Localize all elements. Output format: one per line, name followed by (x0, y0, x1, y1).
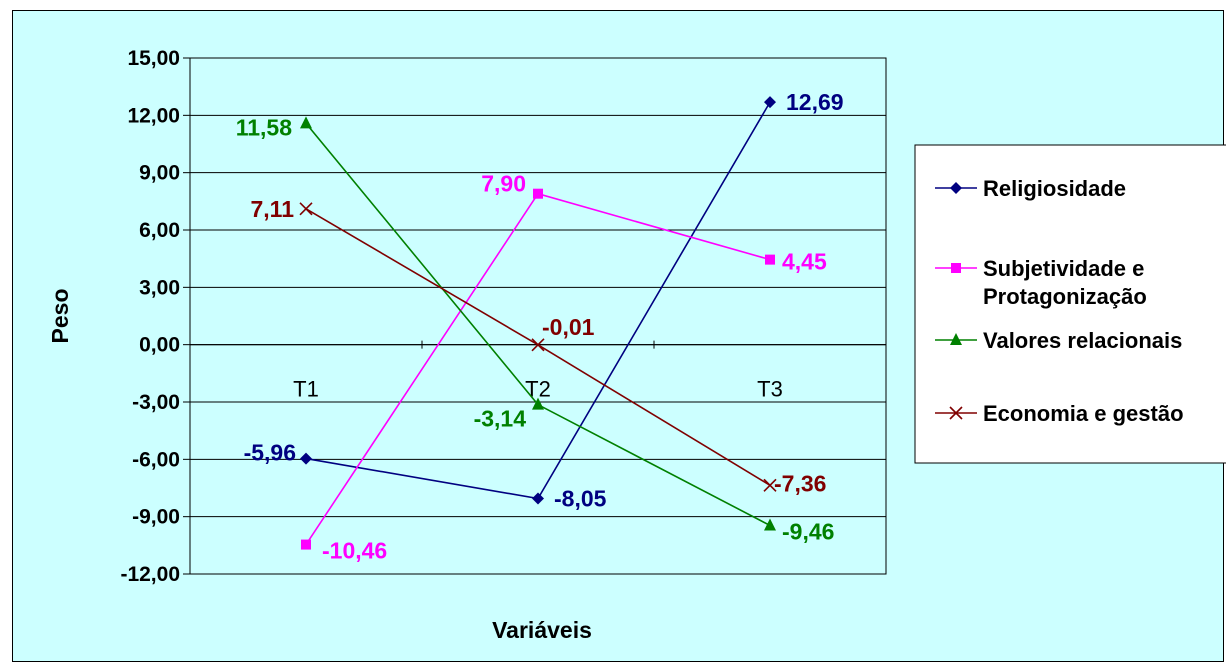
data-label: 7,90 (481, 171, 526, 197)
legend-entry-label: Valores relacionais (983, 328, 1182, 353)
legend-entry-label: Economia e gestão (983, 401, 1184, 426)
y-tick-label: 15,00 (127, 47, 180, 70)
legend-entry-label: Religiosidade (983, 176, 1126, 201)
triangle-marker (532, 397, 544, 410)
data-label: 11,58 (236, 114, 292, 140)
data-label: -0,01 (542, 314, 595, 340)
x-marker (299, 202, 313, 216)
diamond-marker (950, 182, 962, 194)
y-tick-label: 6,00 (139, 219, 180, 242)
axes: 15,00 12,00 9,00 6,00 3,00 0,00 -3,00 -6,00 -9,0… (120, 47, 887, 586)
series-line (305, 122, 771, 527)
data-label: -8,05 (554, 486, 607, 512)
triangle-marker (764, 518, 776, 531)
x-marker (531, 338, 545, 352)
y-axis-title: Peso (47, 289, 73, 344)
x-axis-title: Variáveis (492, 617, 592, 643)
diamond-marker (532, 492, 544, 505)
series-line (305, 192, 771, 546)
data-label: -5,96 (244, 440, 296, 466)
y-tick-label: -12,00 (120, 563, 180, 586)
y-tick-label: -3,00 (132, 391, 180, 414)
y-tick-label: -6,00 (132, 448, 180, 471)
legend-box (914, 144, 1226, 464)
legend-entry-label: Protagonização (983, 284, 1147, 309)
data-label: 4,45 (782, 249, 827, 275)
x-marker (949, 406, 963, 420)
x-category-label: T3 (757, 377, 783, 402)
y-tick-label: 3,00 (139, 276, 180, 299)
y-tick-label: -9,00 (132, 506, 180, 529)
plot-border (189, 57, 887, 575)
legend-entry-label: Subjetividade e (983, 256, 1144, 281)
diamond-marker (300, 452, 312, 465)
y-tick-label: 12,00 (127, 104, 180, 127)
data-label: -7,36 (774, 470, 826, 496)
data-labels: -5,96 -8,05 12,69 -10,46 7,90 4,45 11,58 -3,14 -… (236, 89, 844, 563)
triangle-marker (950, 333, 962, 345)
data-label: -10,46 (322, 538, 387, 564)
square-marker (533, 188, 543, 199)
square-marker (301, 539, 311, 550)
square-marker (951, 263, 961, 273)
triangle-marker (300, 116, 312, 129)
y-tick-label: 0,00 (139, 334, 180, 357)
data-label: 7,11 (251, 196, 295, 222)
series-line (305, 208, 771, 487)
data-label: 12,69 (786, 89, 844, 115)
square-marker (765, 254, 775, 265)
data-label: -9,46 (782, 518, 834, 544)
x-category-label: T1 (293, 377, 319, 402)
legend: Religiosidade Subjetividade e Protagonizaç… (914, 144, 1226, 464)
x-category-label: T2 (525, 377, 551, 402)
data-label: -3,14 (474, 406, 527, 432)
x-marker (763, 478, 777, 492)
y-tick-label: 9,00 (139, 162, 180, 185)
series-lines (299, 96, 777, 550)
diamond-marker (764, 96, 776, 109)
